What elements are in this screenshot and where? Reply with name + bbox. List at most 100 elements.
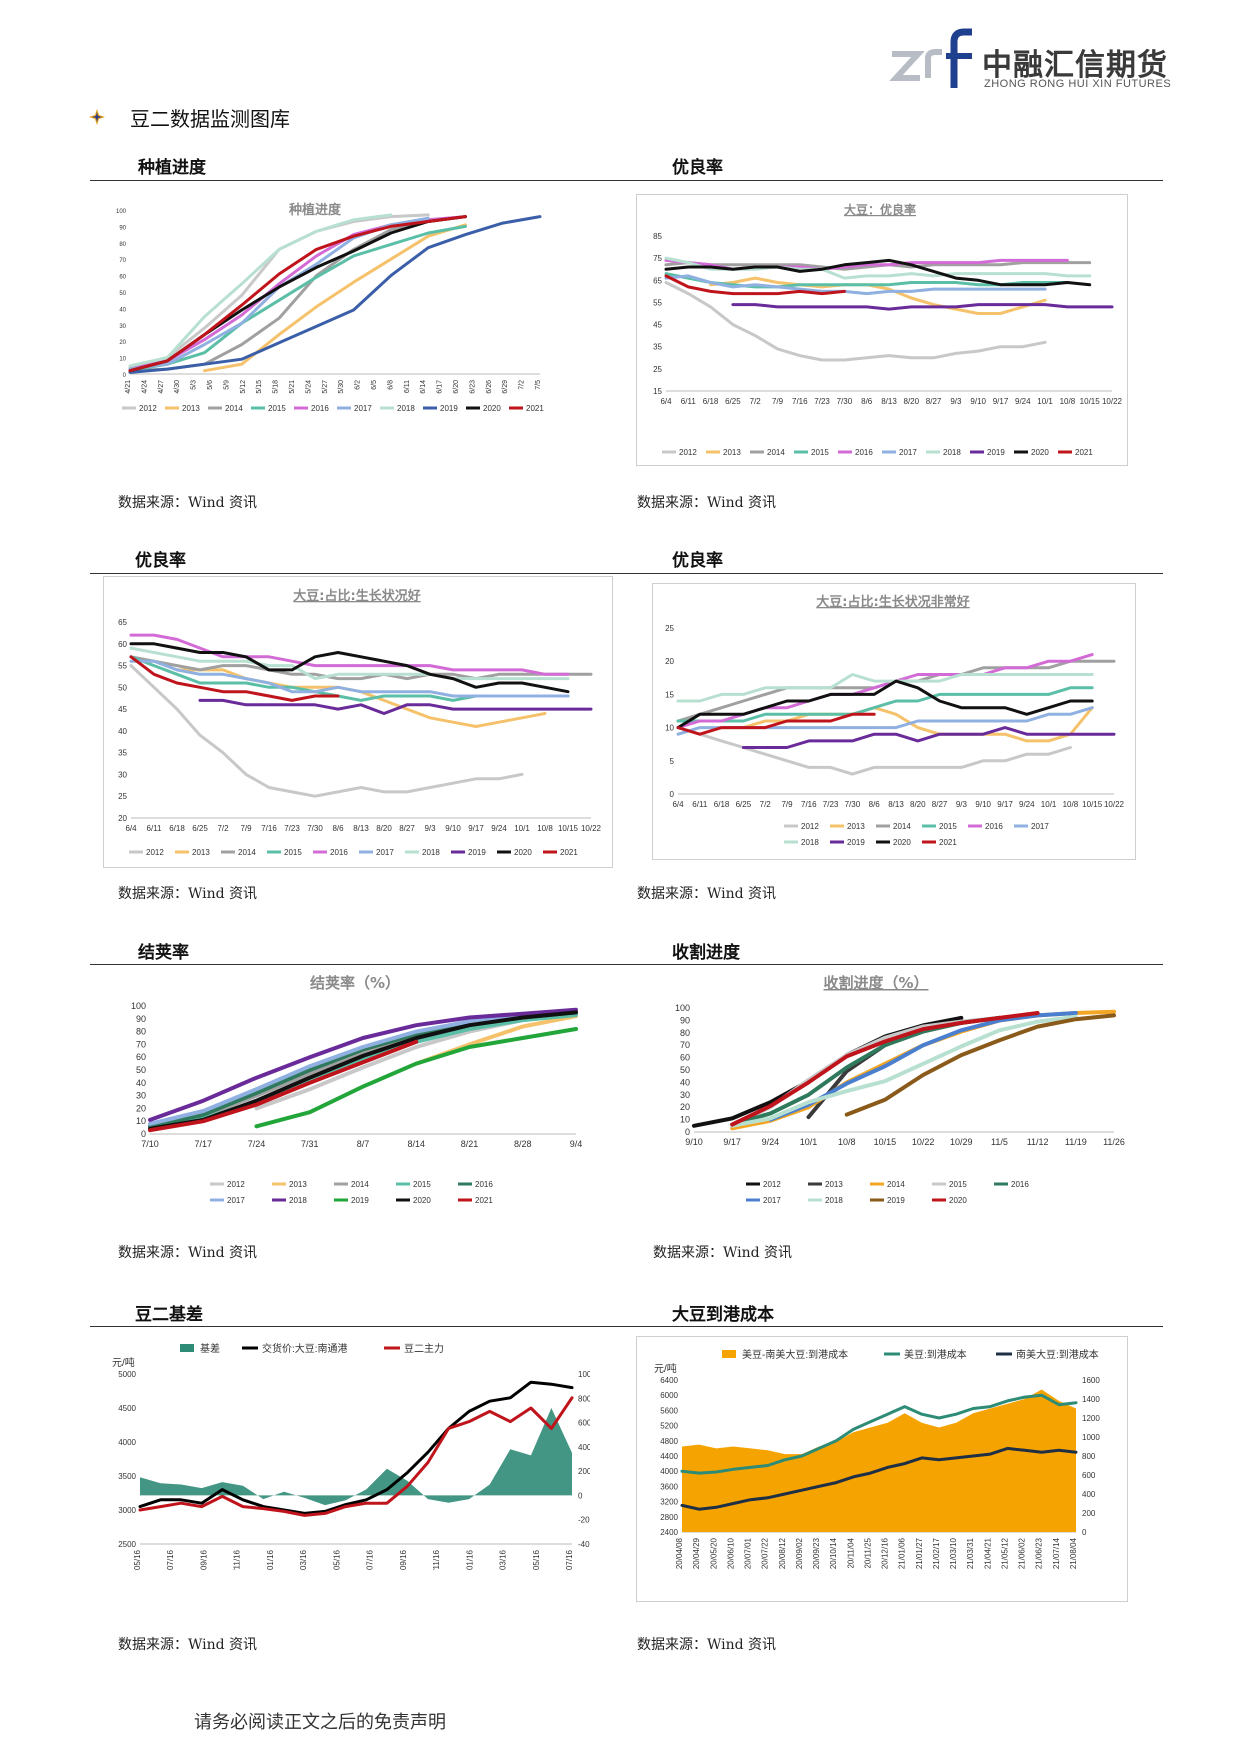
x-tick-label: 20/04/29 [692,1537,701,1569]
chart-title: 结荚率（%） [310,974,400,992]
x-tick-label: 7/30 [837,397,853,406]
x-tick-label: 9/24 [1015,397,1031,406]
series-line [148,1039,419,1133]
y-tick-label: 3200 [660,1498,678,1507]
x-tick-label: 10/15 [558,824,579,833]
legend-label: 美豆:到港成本 [904,1348,967,1361]
planting-progress-chart: 种植进度 0 10 20 30 40 50 60 70 80 90 100 4/21 4/24 4/27 4/… [110,196,550,466]
series-area [140,1408,572,1506]
y2-tick-label: 600 [578,1419,590,1428]
x-tick-label: 6/29 [502,380,509,394]
x-tick-label: 2019/09/16 [199,1549,208,1570]
source-note: 数据来源：Wind 资讯 [653,1245,793,1261]
section-title-pod-rate: 结荚率 [138,943,189,963]
x-tick-label: 6/11 [692,800,708,809]
series-line [128,215,467,373]
legend-label: 2013 [825,1180,843,1189]
legend-label: 2017 [899,448,917,457]
x-tick-label: 2020/11/16 [432,1549,441,1570]
y-tick-label: 50 [136,1065,146,1075]
legend-label: 2016 [1011,1180,1029,1189]
series-line [128,215,542,374]
x-tick-label: 6/4 [672,800,684,809]
y2-tick-label: 1400 [1082,1395,1100,1404]
source-note: 数据来源：Wind 资讯 [118,1245,258,1261]
series-line [741,726,1116,749]
legend-label: 2012 [763,1180,781,1189]
y2-tick-label: 200 [1082,1509,1096,1518]
y-tick-label: 100 [675,1003,690,1013]
x-tick-label: 6/5 [371,380,378,390]
x-tick-label: 4/21 [125,380,132,394]
x-tick-label: 10/15 [1080,397,1101,406]
x-tick-label: 2020/03/16 [299,1549,308,1570]
chart-title: 收割进度（%） [823,974,928,992]
x-tick-label: 6/11 [681,397,697,406]
y-tick-label: 10 [665,724,674,733]
x-tick-label: 10/29 [950,1137,973,1147]
legend-label: 2019 [847,838,865,847]
x-tick-label: 21/03/31 [966,1537,975,1569]
x-tick-label: 20/04/08 [675,1537,684,1569]
y-tick-label: 0 [670,790,675,799]
y-tick-label: 30 [119,324,126,330]
x-tick-label: 10/1 [1037,397,1053,406]
section-divider [90,964,1163,965]
x-tick-label: 21/01/27 [915,1537,924,1569]
x-tick-label: 9/3 [424,824,436,833]
good-rate-chart: 大豆：优良率 15 25 35 45 55 65 75 85 6/4 6/11 6/18 6/25 7/2… [640,198,1124,462]
x-tick-label: 9/17 [723,1137,741,1147]
legend-label: 2020 [949,1196,967,1205]
y2-tick-label: 200 [578,1467,590,1476]
y-tick-label: 0 [123,373,127,379]
x-tick-label: 7/2 [217,824,229,833]
x-tick-label: 7/2 [760,800,772,809]
legend-label: 2017 [354,404,372,413]
x-tick-label: 9/17 [468,824,484,833]
series-line [730,1011,1040,1127]
x-tick-label: 6/18 [703,397,719,406]
x-tick-label: 20/10/14 [829,1537,838,1569]
x-tick-label: 9/24 [762,1137,780,1147]
legend-label: 2012 [139,404,157,413]
x-tick-label: 9/10 [685,1137,703,1147]
legend-label: 2015 [268,404,286,413]
x-tick-label: 7/16 [261,824,277,833]
x-tick-label: 5/18 [273,380,280,394]
series-line [731,303,1114,311]
legend-label: 2016 [855,448,873,457]
x-tick-label: 7/16 [801,800,817,809]
chart-svg: 2400280032003600400044004800520056006000… [654,1348,1100,1569]
x-tick-label: 20/07/22 [761,1537,770,1569]
x-tick-label: 20/12/16 [881,1537,890,1569]
series-line [676,686,1094,723]
legend-label: 2015 [811,448,829,457]
chart-frame [636,194,1128,466]
y-tick-label: 5000 [118,1370,136,1379]
y-tick-label: 10 [119,357,126,363]
legend-label: 2013 [192,848,210,857]
x-tick-label: 4/30 [174,380,181,394]
series-line [129,659,570,698]
section-title-good-rate-3: 优良率 [672,551,723,571]
series-line [129,642,570,694]
section-title-good-rate-2: 优良率 [135,551,186,571]
y-tick-label: 4400 [660,1452,678,1461]
page-title: 豆二数据监测图库 [130,107,290,131]
legend-label: 2014 [238,848,256,857]
y2-tick-label: 0 [1082,1528,1087,1537]
x-tick-label: 8/27 [399,824,415,833]
series-line [138,1380,574,1515]
x-tick-label: 8/27 [926,397,942,406]
x-tick-label: 21/07/14 [1052,1537,1061,1569]
x-tick-label: 8/20 [376,824,392,833]
legend-label: 2017 [763,1196,781,1205]
y-tick-label: 30 [136,1091,146,1101]
series-line [129,646,570,681]
legend-label: 2014 [351,1180,369,1189]
legend-label: 2018 [422,848,440,857]
x-tick-label: 7/9 [240,824,252,833]
x-tick-label: 20/05/20 [709,1537,718,1569]
legend-label: 基差 [200,1342,220,1355]
chart-title: 大豆:占比:生长状况非常好 [816,594,969,610]
